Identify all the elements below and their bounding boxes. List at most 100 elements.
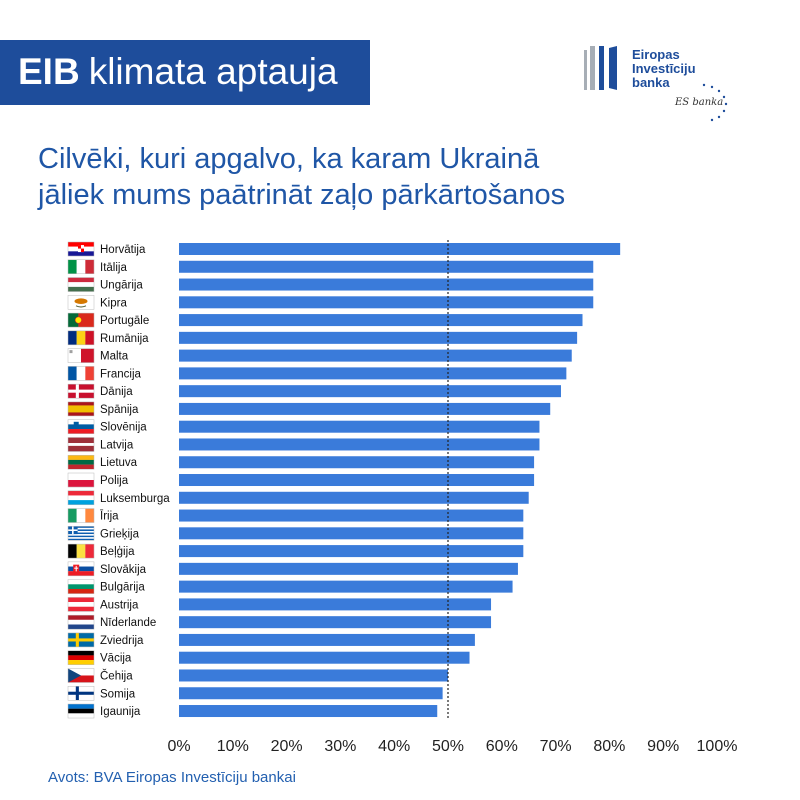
category-label-latvija: Latvija [100, 439, 134, 451]
x-tick-label-10: 10% [217, 738, 249, 755]
flag-es-icon [67, 401, 95, 417]
eib-logo-icon [584, 46, 617, 90]
bar-zviedrija [179, 633, 475, 646]
flag-at-icon [67, 597, 95, 612]
bar-cehija [179, 669, 448, 682]
category-label-irija: Īrija [100, 511, 119, 523]
row-belgija: Beļģija [67, 543, 524, 559]
category-label-cehija: Čehija [100, 669, 133, 682]
category-label-luksemburga: Luksemburga [100, 493, 170, 505]
category-label-austrija: Austrija [100, 599, 139, 611]
category-label-italija: Itālija [100, 262, 127, 274]
bar-latvija [179, 438, 540, 451]
flag-dk-icon [67, 383, 95, 399]
x-tick-label-80: 80% [593, 738, 625, 755]
chart-title-line-1: Cilvēki, kuri apgalvo, ka karam Ukrainā [38, 143, 540, 175]
header-banner: EIB klimata aptauja [0, 40, 370, 105]
flag-cy-icon [67, 295, 95, 310]
header-brand-rest: klimata aptauja [88, 51, 338, 92]
category-label-vacija: Vācija [100, 653, 132, 665]
bar-slovenija [179, 420, 540, 433]
x-tick-label-50: 50% [432, 738, 464, 755]
category-label-griekija: Grieķija [100, 528, 140, 540]
bar-irija [179, 509, 524, 522]
logo-line-3: banka [632, 75, 670, 90]
flag-cz-icon [67, 668, 95, 683]
flag-bg-icon [67, 579, 95, 594]
category-label-niderlande: Nīderlande [100, 617, 156, 629]
flag-lt-icon [67, 454, 95, 470]
flag-fi-icon [67, 686, 95, 701]
bar-chart: Horvātija Itālija Ungārija Kipra Portugāle Ru… [67, 240, 738, 755]
category-label-malta: Malta [100, 351, 129, 363]
row-vacija: Vācija [67, 650, 470, 665]
x-tick-label-60: 60% [486, 738, 518, 755]
x-tick-label-0: 0% [167, 738, 190, 755]
x-tick-label-90: 90% [647, 738, 679, 755]
category-label-zviedrija: Zviedrija [100, 635, 144, 647]
row-malta: Malta [67, 348, 572, 363]
row-slovenija: Slovēnija [67, 419, 540, 434]
row-francija: Francija [67, 366, 567, 381]
category-label-slovakija: Slovākija [100, 564, 147, 576]
flag-it-icon [67, 259, 95, 275]
row-horvatija: Horvātija [67, 241, 621, 257]
bar-niderlande [179, 616, 492, 629]
bar-lietuva [179, 456, 535, 469]
flag-ro-icon [67, 330, 95, 346]
x-tick-label-40: 40% [378, 738, 410, 755]
flag-hu-icon [67, 277, 95, 292]
flag-lu-icon [67, 490, 95, 506]
category-label-somija: Somija [100, 688, 136, 700]
row-cehija: Čehija [67, 668, 448, 683]
bar-ungarija [179, 278, 594, 291]
bar-somija [179, 687, 443, 700]
bar-polija [179, 474, 535, 487]
row-spanija: Spānija [67, 401, 551, 417]
bar-danija [179, 385, 561, 398]
category-label-spanija: Spānija [100, 404, 139, 416]
bar-igaunija [179, 705, 438, 718]
flag-de-icon [67, 650, 95, 665]
row-zviedrija: Zviedrija [67, 632, 475, 648]
category-label-horvatija: Horvātija [100, 244, 146, 256]
bar-malta [179, 349, 572, 362]
source-note: Avots: BVA Eiropas Investīciju bankai [48, 769, 296, 786]
flag-gr-icon [67, 526, 95, 541]
row-somija: Somija [67, 686, 443, 701]
header-brand-bold: EIB [18, 51, 80, 92]
x-tick-label-30: 30% [324, 738, 356, 755]
flag-fr-icon [67, 366, 95, 381]
x-tick-label-100: 100% [697, 738, 738, 755]
row-irija: Īrija [67, 508, 524, 523]
bar-spanija [179, 402, 551, 415]
row-austrija: Austrija [67, 597, 492, 612]
chart-title-line-2: jāliek mums paātrināt zaļo pārkārtošanos [38, 179, 566, 211]
category-label-kipra: Kipra [100, 297, 127, 309]
flag-mt-icon [67, 348, 95, 363]
row-kipra: Kipra [67, 295, 594, 310]
bar-belgija [179, 545, 524, 558]
category-label-slovenija: Slovēnija [100, 422, 147, 434]
flag-si-icon [67, 419, 95, 434]
row-italija: Itālija [67, 259, 594, 275]
flag-se-icon [67, 632, 95, 648]
flag-pt-icon [67, 312, 95, 328]
chart-title: Cilvēki, kuri apgalvo, ka karam Ukrainā … [38, 141, 565, 213]
x-tick-label-70: 70% [540, 738, 572, 755]
category-label-lietuva: Lietuva [100, 457, 138, 469]
flag-sk-icon [67, 561, 95, 577]
eu-stars-icon [702, 83, 728, 122]
flag-be-icon [67, 543, 95, 559]
bar-luksemburga [179, 491, 529, 504]
row-rumanija: Rumānija [67, 330, 578, 346]
logo-tagline: ES banka [675, 97, 724, 108]
category-label-belgija: Beļģija [100, 545, 135, 558]
bar-slovakija [179, 562, 518, 575]
flag-ee-icon [67, 703, 95, 719]
category-label-ungarija: Ungārija [100, 280, 143, 292]
bar-kipra [179, 296, 594, 309]
bar-horvatija [179, 243, 621, 255]
row-griekija: Grieķija [67, 526, 524, 541]
